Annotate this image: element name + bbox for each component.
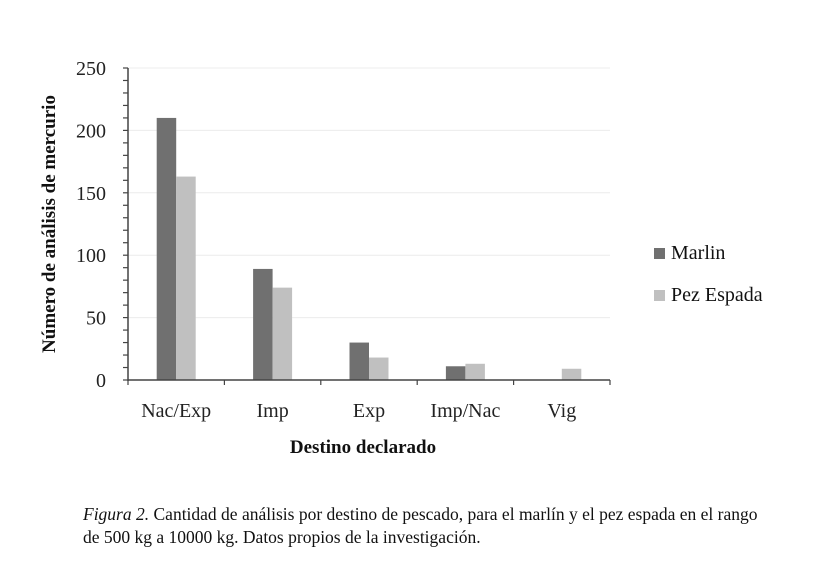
bar-pez-espada bbox=[176, 176, 196, 380]
legend-swatch-pez-espada bbox=[654, 289, 665, 301]
bar-marlin bbox=[156, 117, 177, 381]
x-tick-labels: Nac/Exp Imp Exp Imp/Nac Vig bbox=[141, 400, 576, 422]
y-tick-labels: 0 50 100 150 200 250 bbox=[76, 58, 106, 392]
y-tick-label: 200 bbox=[76, 120, 106, 142]
bar-marlin bbox=[445, 366, 466, 380]
y-tick-label: 100 bbox=[76, 245, 106, 267]
legend-label: Pez Espada bbox=[671, 283, 763, 306]
bar-pez-espada bbox=[272, 287, 293, 380]
bar-pez-espada bbox=[369, 357, 389, 380]
legend-swatch-marlin bbox=[654, 247, 665, 259]
x-tick-label: Exp bbox=[353, 400, 385, 422]
figure-caption: Figura 2. Cantidad de análisis por desti… bbox=[83, 503, 763, 549]
bar-pez-espada bbox=[465, 363, 485, 380]
gridlines bbox=[128, 67, 610, 319]
x-tick-label: Nac/Exp bbox=[141, 400, 211, 422]
bar-marlin bbox=[349, 342, 369, 380]
bar-pez-espada bbox=[561, 368, 582, 380]
x-tick-label: Imp/Nac bbox=[430, 400, 500, 422]
x-tick-label: Vig bbox=[547, 400, 576, 422]
y-tick-label: 0 bbox=[96, 370, 106, 392]
y-tick-label: 150 bbox=[76, 183, 106, 205]
legend-label: Marlin bbox=[671, 241, 726, 264]
y-tick-label: 50 bbox=[86, 308, 106, 330]
bar-marlin bbox=[253, 268, 273, 380]
legend-item-pez-espada: Pez Espada bbox=[654, 274, 763, 316]
x-axis-label: Destino declarado bbox=[290, 437, 436, 458]
y-tick-label: 250 bbox=[76, 58, 106, 80]
caption-text: Cantidad de análisis por destino de pesc… bbox=[83, 504, 758, 547]
y-axis-label: Número de análisis de mercurio bbox=[39, 95, 60, 353]
caption-label: Figura 2. bbox=[83, 504, 150, 524]
legend-item-marlin: Marlin bbox=[654, 232, 763, 274]
bars bbox=[156, 117, 582, 381]
legend: Marlin Pez Espada bbox=[654, 232, 763, 316]
axes bbox=[123, 67, 611, 385]
x-tick-label: Imp bbox=[256, 400, 288, 422]
